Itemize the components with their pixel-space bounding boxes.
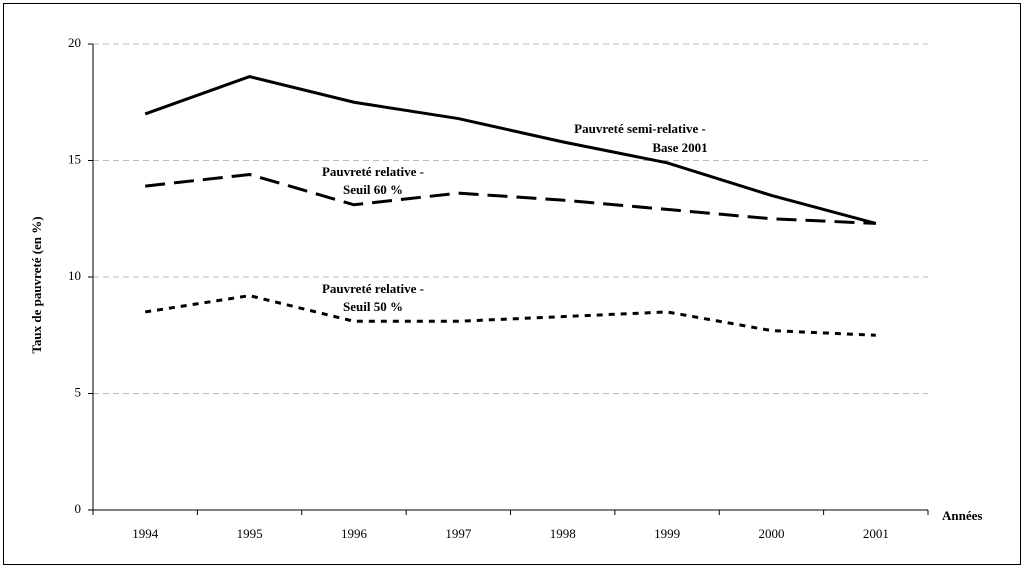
x-tick-label: 1995 (237, 526, 263, 541)
x-tick-label: 2001 (863, 526, 889, 541)
x-tick-label: 1997 (445, 526, 472, 541)
chart-frame (3, 3, 1021, 565)
y-tick-label: 20 (68, 35, 81, 50)
series-annotation: Pauvreté semi-relative - (574, 121, 706, 136)
series-line (145, 172, 876, 225)
series-annotation: Seuil 60 % (343, 182, 403, 197)
series-annotation: Base 2001 (652, 140, 707, 155)
y-tick-label: 15 (68, 151, 81, 166)
x-tick-label: 1996 (341, 526, 368, 541)
y-tick-label: 0 (75, 501, 82, 516)
y-axis-label: Taux de pauvreté (en %) (29, 216, 44, 353)
series-line (144, 75, 877, 225)
x-tick-label: 1998 (550, 526, 576, 541)
series-annotation: Seuil 50 % (343, 299, 403, 314)
series-annotation: Pauvreté relative - (322, 281, 424, 296)
y-tick-label: 5 (75, 384, 82, 399)
x-tick-label: 1999 (654, 526, 680, 541)
x-tick-label: 2000 (758, 526, 784, 541)
x-tick-label: 1994 (132, 526, 159, 541)
series-annotation: Pauvreté relative - (322, 164, 424, 179)
x-axis-label: Années (942, 508, 982, 523)
series-line (144, 294, 876, 337)
y-tick-label: 10 (68, 268, 81, 283)
